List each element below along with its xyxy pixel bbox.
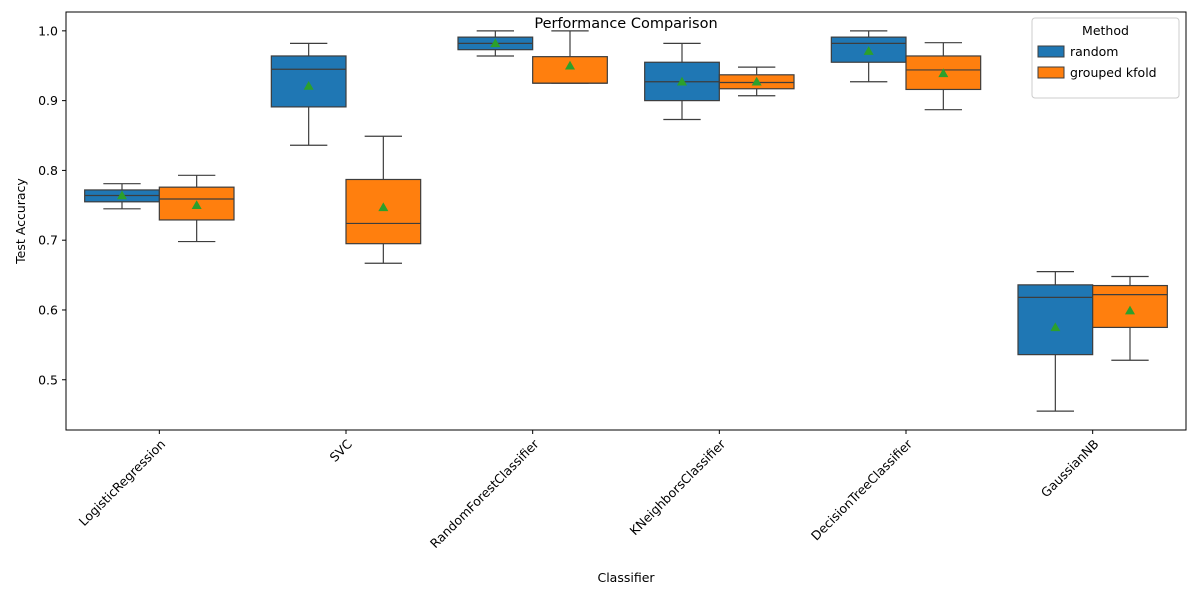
box-random-3 [644, 42, 720, 121]
x-tick-label: SVC [327, 436, 356, 465]
legend-swatch-1 [1037, 66, 1065, 79]
box-iqr [905, 55, 982, 91]
box-random-4 [830, 30, 907, 83]
mean-marker [1050, 322, 1061, 332]
box-random-0 [84, 183, 160, 210]
mean-marker [378, 202, 389, 212]
legend-swatch-0 [1037, 45, 1065, 58]
x-axis: LogisticRegression SVC RandomForestClassif… [76, 430, 1102, 551]
plot-area [84, 30, 1168, 412]
mean-marker [1125, 305, 1135, 315]
box-grouped-kfold-4 [905, 42, 982, 111]
mean-marker [863, 46, 874, 55]
y-tick-label: 0.6 [38, 302, 58, 317]
mean-marker [303, 80, 314, 90]
box-random-2 [457, 30, 534, 57]
box-grouped-kfold-3 [718, 66, 795, 97]
legend-label-1: grouped kfold [1070, 65, 1157, 80]
box-iqr [532, 56, 608, 84]
legend: Method random grouped kfold [1031, 17, 1180, 99]
y-tick-label: 0.5 [38, 372, 58, 387]
mean-marker [117, 190, 127, 200]
y-tick-label: 1.0 [38, 23, 58, 38]
mean-marker [565, 60, 575, 70]
box-grouped-kfold-0 [158, 174, 235, 243]
box-grouped-kfold-2 [532, 30, 608, 84]
y-tick-label: 0.7 [38, 233, 58, 248]
x-tick-label: KNeighborsClassifier [627, 436, 729, 538]
box-grouped-kfold-5 [1092, 275, 1168, 361]
box-random-1 [270, 42, 347, 146]
legend-title: Method [1082, 23, 1129, 38]
mean-marker [751, 76, 762, 86]
x-tick-label: DecisionTreeClassifier [808, 436, 916, 544]
y-axis-label: Test Accuracy [13, 178, 28, 265]
box-iqr [1017, 284, 1094, 356]
mean-marker [490, 38, 501, 48]
legend-frame [1031, 17, 1180, 99]
mean-marker [938, 68, 949, 78]
x-tick-label: GaussianNB [1038, 436, 1102, 500]
mean-marker [677, 76, 687, 86]
x-tick-label: LogisticRegression [76, 436, 169, 529]
axes-frame [65, 11, 1187, 431]
y-tick-label: 0.9 [38, 93, 58, 108]
y-tick-label: 0.8 [38, 163, 58, 178]
box-random-5 [1017, 270, 1094, 412]
mean-marker [191, 200, 202, 210]
box-grouped-kfold-1 [345, 135, 422, 264]
x-tick-label: RandomForestClassifier [427, 436, 542, 551]
legend-label-0: random [1070, 44, 1118, 59]
x-axis-label: Classifier [597, 570, 655, 585]
box-iqr [1092, 284, 1168, 329]
box-iqr [345, 178, 422, 245]
chart-title: Performance Comparison [534, 16, 717, 32]
y-axis: 0.5 0.6 0.7 0.8 0.9 1.0 [38, 23, 66, 387]
